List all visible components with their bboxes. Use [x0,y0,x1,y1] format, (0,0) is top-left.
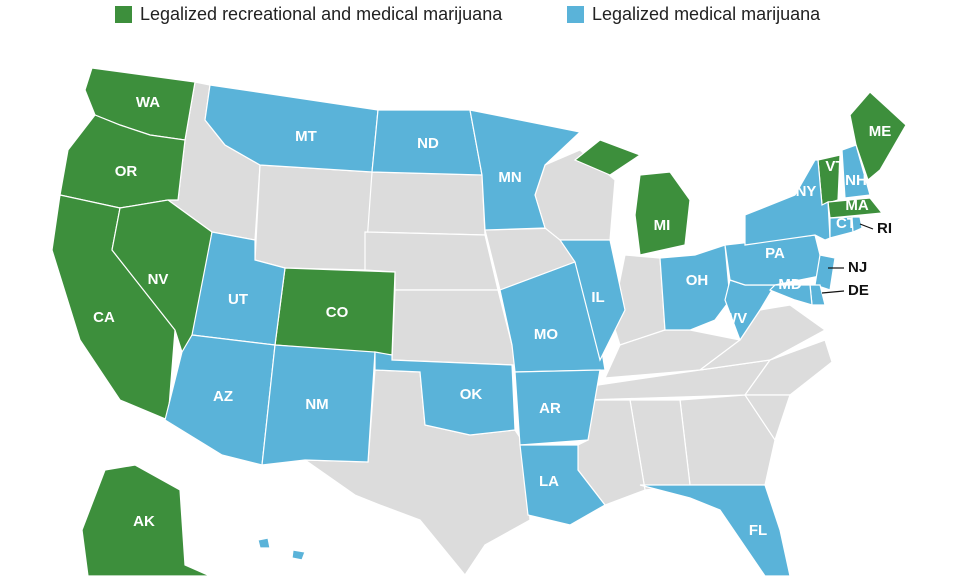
state [254,164,373,271]
legend-swatch [115,6,132,23]
state [827,197,884,219]
state-label: NJ [848,259,867,276]
state-label: NV [148,271,169,288]
state-label: AK [133,513,155,530]
state [391,289,516,366]
state-label: NH [845,172,867,189]
state [744,159,831,246]
state [558,239,626,362]
state [573,139,642,176]
state [519,444,606,526]
state [374,351,516,436]
state-label: PA [765,245,785,262]
state [261,344,376,466]
state [59,114,186,209]
state-label: MA [845,197,868,214]
state-label: NM [305,396,328,413]
state-label: LA [539,473,559,490]
state-label: CT [836,215,856,232]
state-label: MI [654,217,671,234]
state [768,284,813,306]
state [634,171,691,256]
state [257,537,271,549]
state-label: OK [460,386,483,403]
legend-swatch [567,6,584,23]
state [639,484,791,576]
state-label: CA [93,309,115,326]
state [841,144,871,199]
state-label: NY [796,183,817,200]
state-label: IL [591,289,604,306]
state-label: ME [869,123,892,140]
state-label: RI [877,220,892,237]
state-label: OR [115,163,138,180]
legend-label: Legalized medical marijuana [592,4,821,24]
leader-line [821,290,845,294]
state [814,254,836,291]
state-label: OH [686,272,709,289]
state-label: MN [498,169,521,186]
state-label: VT [825,158,844,175]
state-label: MT [295,128,317,145]
state-label: CO [326,304,349,321]
legend-label: Legalized recreational and medical marij… [140,4,503,24]
state-label: AZ [213,388,233,405]
state-label: DE [848,282,869,299]
state-label: AR [539,400,561,417]
state-label: FL [749,522,767,539]
state-label: MO [534,326,558,343]
state [469,109,582,231]
legend: Legalized recreational and medical marij… [115,4,821,24]
state [291,549,306,561]
state-label: WV [723,310,747,327]
state-label: WA [136,94,160,111]
state [851,216,863,233]
leader-line [859,223,874,230]
colored-states: WA OR CA NV CO MI VT MA ME AK MT ND MN UT AZ NM OK MO AR LA… [51,67,907,576]
state [514,369,601,446]
state [364,171,486,236]
state [81,464,211,576]
state [743,339,833,396]
state-label: UT [228,291,248,308]
state [659,244,731,331]
state-label: MD [778,276,801,293]
state-label: ND [417,135,439,152]
